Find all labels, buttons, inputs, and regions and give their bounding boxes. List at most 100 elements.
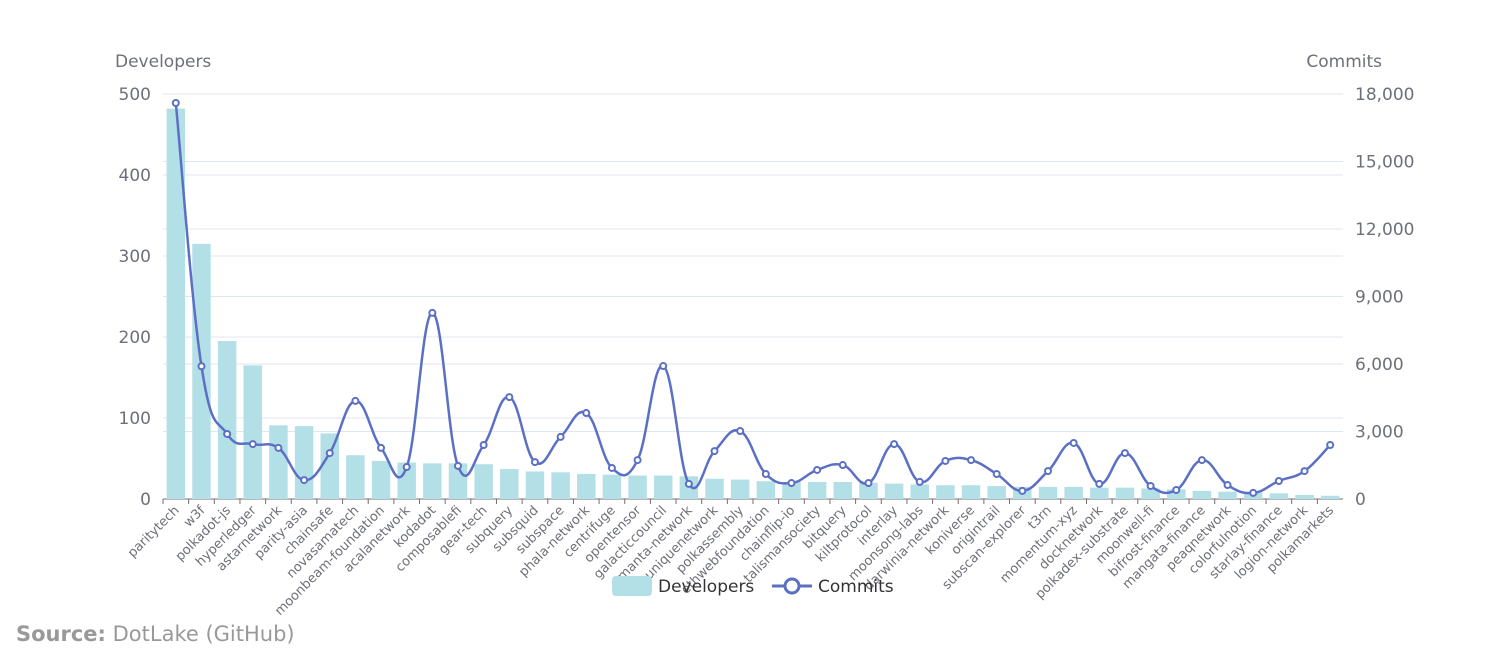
point — [1274, 477, 1283, 485]
bar — [577, 473, 596, 499]
bar — [910, 484, 929, 499]
legend-swatch — [612, 576, 652, 596]
point — [505, 393, 514, 402]
bar — [987, 486, 1006, 499]
bar — [602, 474, 622, 499]
point — [1120, 449, 1129, 458]
point — [1146, 481, 1155, 490]
point — [736, 427, 745, 436]
bar — [166, 108, 186, 499]
point — [659, 362, 668, 371]
point — [300, 476, 309, 485]
bar — [884, 483, 904, 499]
bar — [371, 460, 391, 499]
y2-axis-name: Commits — [1306, 52, 1382, 72]
y-tick-label: 300 — [119, 247, 151, 267]
bar — [346, 455, 365, 499]
legend-swatch — [783, 577, 801, 595]
bar — [474, 464, 493, 499]
bar — [730, 479, 750, 499]
point — [684, 479, 693, 488]
y-tick-label: 0 — [140, 490, 151, 510]
y2-tick-label: 6,000 — [1355, 355, 1404, 375]
y-tick-label: 100 — [119, 409, 151, 429]
bar — [756, 481, 776, 499]
bar — [1192, 490, 1212, 499]
point — [967, 456, 976, 465]
y2-tick-label: 12,000 — [1355, 220, 1414, 240]
bar — [1141, 488, 1160, 499]
point — [197, 362, 206, 371]
point — [1095, 479, 1104, 488]
point — [838, 461, 847, 470]
source: Source: DotLake (GitHub) — [16, 622, 295, 646]
y-tick-label: 400 — [119, 166, 151, 186]
bar — [423, 463, 442, 499]
point — [274, 443, 283, 452]
point — [454, 461, 462, 470]
point — [941, 456, 950, 465]
bar — [217, 341, 237, 499]
point — [710, 447, 719, 456]
bar — [807, 481, 827, 499]
point — [171, 99, 180, 107]
point — [915, 477, 924, 486]
y-axis-name: Developers — [115, 52, 211, 72]
bar — [628, 475, 647, 499]
y-tick-label: 200 — [119, 328, 151, 348]
bar — [551, 472, 570, 499]
bar — [1038, 486, 1058, 499]
bar — [653, 475, 673, 499]
bar — [1269, 493, 1289, 499]
y2-tick-label: 9,000 — [1355, 288, 1404, 308]
bar — [1115, 487, 1135, 499]
legend-label: Developers — [658, 577, 754, 597]
bar — [397, 462, 416, 499]
y2-tick-label: 18,000 — [1355, 85, 1414, 105]
point — [351, 396, 360, 405]
chart: Developers Commits 0 100 200 300 400 500 0 3,00… — [115, 52, 1414, 619]
point — [864, 479, 873, 488]
point — [377, 443, 386, 452]
point — [1197, 456, 1206, 465]
bar — [1320, 495, 1340, 499]
point — [890, 440, 899, 449]
bar — [936, 485, 955, 499]
point — [633, 456, 642, 465]
point — [1223, 481, 1232, 490]
bar — [1167, 489, 1186, 499]
point — [1326, 441, 1335, 449]
bar — [448, 463, 468, 499]
point — [813, 465, 822, 474]
bar — [1064, 486, 1083, 499]
point — [223, 429, 232, 438]
point — [556, 432, 565, 441]
point — [1018, 486, 1027, 495]
y2-tick-label: 3,000 — [1355, 423, 1404, 443]
bar — [782, 481, 801, 499]
point — [325, 449, 334, 458]
point — [1300, 467, 1309, 476]
point — [1069, 438, 1078, 447]
point — [1172, 486, 1181, 494]
source-text: DotLake (GitHub) — [112, 622, 295, 646]
legend-label: Commits — [818, 577, 894, 597]
point — [761, 470, 770, 479]
bar — [1090, 487, 1109, 499]
bar — [833, 481, 853, 499]
bar — [1295, 494, 1314, 499]
point — [1249, 488, 1258, 497]
point — [428, 308, 437, 317]
bar — [1218, 491, 1237, 499]
bar — [525, 471, 545, 499]
point — [479, 441, 488, 449]
point — [530, 458, 539, 467]
y-tick-label: 500 — [119, 85, 151, 105]
bar — [961, 485, 981, 499]
bar — [243, 365, 263, 499]
bar — [705, 478, 724, 499]
point — [607, 463, 616, 472]
bar — [269, 425, 288, 499]
